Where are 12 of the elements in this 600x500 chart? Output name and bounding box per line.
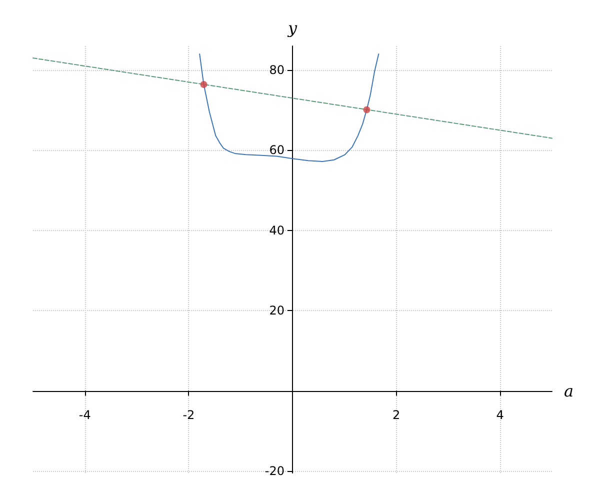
y-tick-label: 80	[269, 63, 284, 78]
x-tick-label: 2	[392, 408, 400, 422]
y-tick-label: 60	[269, 143, 284, 158]
x-axis-title: a	[564, 381, 574, 400]
y-tick-label: -20	[264, 464, 284, 478]
x-tick-label: 4	[496, 408, 504, 422]
x-tick-label: -4	[78, 408, 91, 422]
x-tick-label: -2	[182, 408, 195, 422]
line-series	[199, 54, 380, 162]
y-tick-label: 20	[269, 304, 284, 318]
y-tick-label: 40	[269, 223, 284, 238]
y-axis-title: y	[286, 18, 298, 38]
